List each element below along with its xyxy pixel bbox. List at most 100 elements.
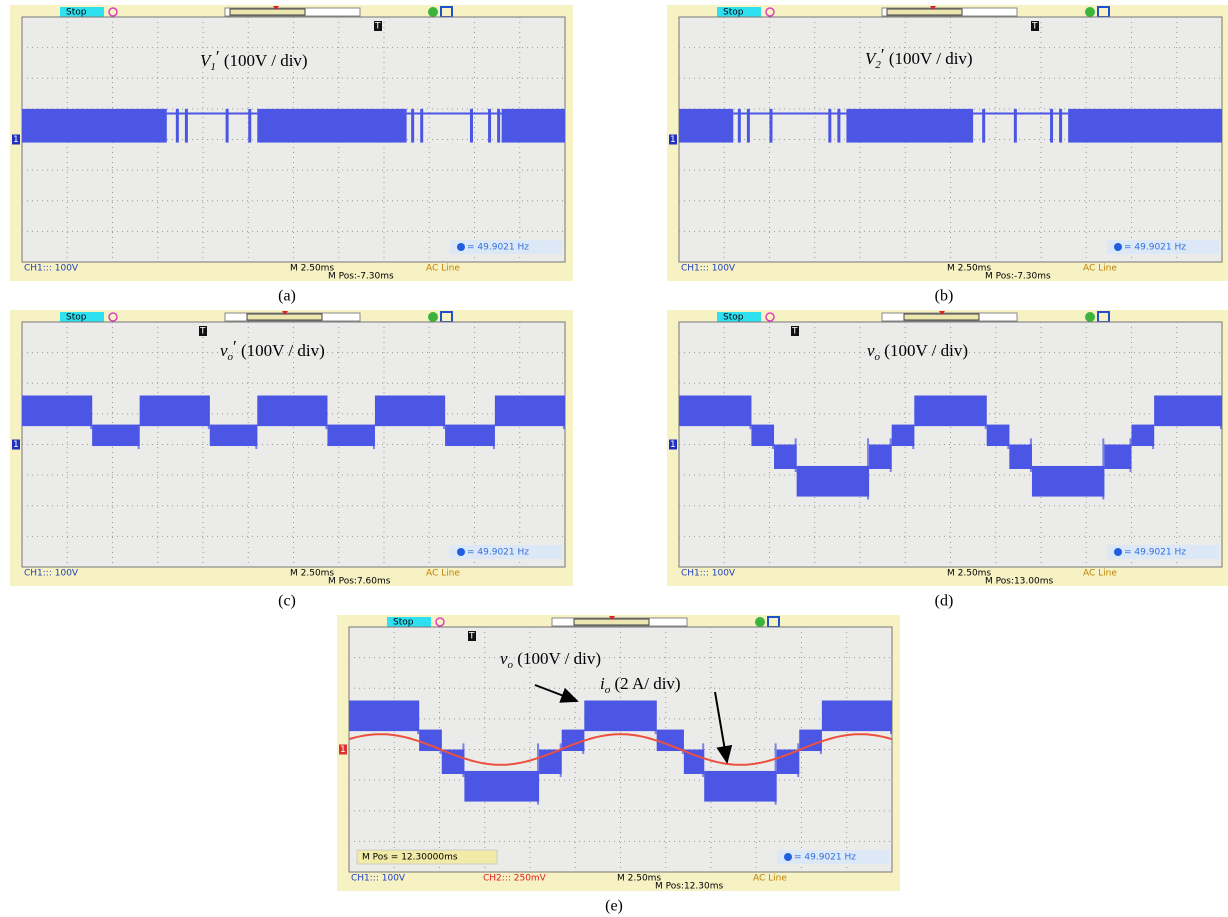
waveform-spike <box>1014 109 1017 143</box>
waveform-edge <box>537 743 539 804</box>
waveform-band <box>502 109 565 143</box>
waveform-spike <box>248 109 251 143</box>
waveform-spike <box>747 109 750 143</box>
waveform-spike <box>738 109 741 143</box>
trace-scale: (100V / div) <box>513 649 601 668</box>
freq-icon <box>457 548 465 556</box>
waveform-edge <box>1220 396 1222 430</box>
waveform-edge <box>493 425 495 449</box>
mpos-readout: M Pos:7.60ms <box>328 577 391 587</box>
waveform-band <box>257 109 406 143</box>
channel-marker: 1 <box>340 745 346 755</box>
status-text: Stop <box>723 313 744 323</box>
waveform-band <box>869 445 892 470</box>
figure: Stop1TV1′ (100V / div)= 49.9021 HzCH1:::… <box>0 0 1228 917</box>
channel-marker: 1 <box>670 135 676 145</box>
waveform-band <box>1032 466 1104 497</box>
ch1-readout: CH1::: 100V <box>681 569 736 579</box>
waveform-band <box>210 425 258 446</box>
waveform-edge <box>90 396 92 430</box>
mpos-readout: M Pos:13.00ms <box>985 577 1053 587</box>
waveform-edge <box>1130 438 1132 472</box>
waveform-edge <box>138 425 140 449</box>
run-icon <box>1085 7 1095 17</box>
waveform-spike <box>488 109 491 143</box>
caption: (c) <box>278 593 296 610</box>
waveform-edge <box>749 396 751 430</box>
ch1-readout: CH1::: 100V <box>351 874 406 884</box>
waveform-edge <box>890 438 892 472</box>
waveform-edge <box>563 396 565 430</box>
trigger-readout: AC Line <box>753 874 787 884</box>
waveform-band <box>445 425 495 446</box>
timebase-window <box>574 619 649 625</box>
status-text: Stop <box>393 618 414 628</box>
trigger-marker: T <box>374 22 381 32</box>
run-icon <box>428 7 438 17</box>
waveform-band <box>751 425 774 446</box>
waveform-spike <box>770 109 773 143</box>
caption: (e) <box>605 898 623 915</box>
run-icon <box>755 617 765 627</box>
channel-marker: 1 <box>13 440 19 450</box>
waveform-band <box>914 396 986 427</box>
ch1-readout: CH1::: 100V <box>681 264 736 274</box>
trace-scale: (100V / div) <box>237 341 325 360</box>
waveform-band <box>22 396 92 427</box>
waveform-edge <box>775 743 777 804</box>
run-icon <box>1085 312 1095 322</box>
status-text: Stop <box>66 8 87 18</box>
timebase-window <box>247 314 322 320</box>
waveform-spike <box>185 109 188 143</box>
freq-icon <box>784 853 792 861</box>
caption: (a) <box>278 288 296 305</box>
scope-panel: Stop1Tvo′ (100V / div)= 49.9021 HzCH1:::… <box>10 310 573 587</box>
waveform-band <box>797 466 869 497</box>
trigger-readout: AC Line <box>426 264 460 274</box>
trigger-readout: AC Line <box>426 569 460 579</box>
waveform-spike <box>982 109 985 143</box>
waveform-edge <box>443 396 445 430</box>
freq-icon <box>1114 243 1122 251</box>
waveform-band <box>495 396 565 427</box>
mpos-readout: M Pos:-7.30ms <box>328 272 394 282</box>
waveform-band <box>375 396 445 427</box>
waveform-band <box>1104 445 1131 470</box>
ch1-readout: CH1::: 100V <box>24 264 79 274</box>
waveform-band <box>679 396 751 427</box>
ch1-readout: CH1::: 100V <box>24 569 79 579</box>
waveform-band <box>774 445 797 470</box>
waveform-band <box>1132 425 1155 446</box>
waveform-spike <box>837 109 840 143</box>
waveform-edge <box>795 438 797 472</box>
waveform-band <box>327 425 375 446</box>
waveform-edge <box>1152 425 1154 449</box>
trace-label: vo (100V / div) <box>867 341 968 363</box>
trigger-marker: T <box>199 327 206 337</box>
freq-icon <box>457 243 465 251</box>
waveform-band <box>257 396 327 427</box>
trace-scale: (100V / div) <box>885 49 973 68</box>
waveform-edge <box>867 438 869 499</box>
trace-label: vo (100V / div) <box>500 649 601 671</box>
waveform-edge <box>702 743 704 777</box>
waveform-edge <box>912 425 914 449</box>
trace-scale: (100V / div) <box>220 51 308 70</box>
caption: (d) <box>935 593 954 610</box>
timebase-window <box>230 9 305 15</box>
freq-text: = 49.9021 Hz <box>1124 243 1186 253</box>
waveform-spike <box>420 109 423 143</box>
waveform-edge <box>208 396 210 430</box>
waveform-edge <box>985 396 987 430</box>
waveform-band <box>22 109 167 143</box>
waveform-band <box>464 771 539 802</box>
timebase-window <box>887 9 962 15</box>
run-icon <box>428 312 438 322</box>
waveform-spike <box>411 109 414 143</box>
waveform-band <box>140 396 210 427</box>
waveform-band <box>777 750 800 775</box>
scope-panel: Stop1Tvo (100V / div)= 49.9021 HzCH1::: … <box>667 310 1228 587</box>
mpos-readout: M Pos:12.30ms <box>655 882 723 892</box>
